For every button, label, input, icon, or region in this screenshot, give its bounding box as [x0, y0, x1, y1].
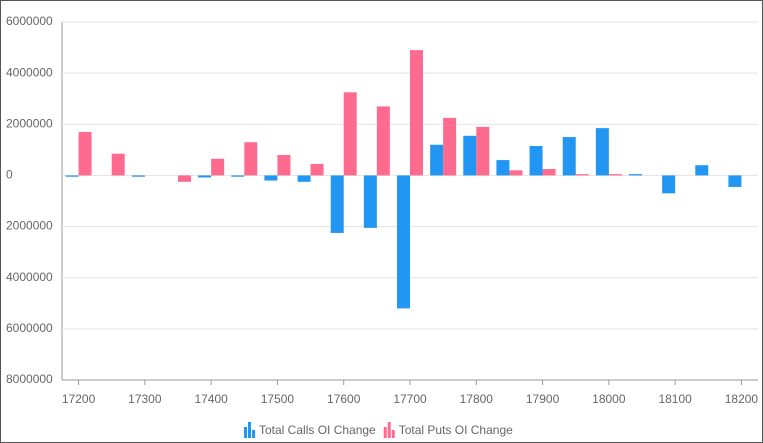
bar — [575, 174, 589, 176]
y-tick-label: 8000000 — [6, 372, 53, 386]
x-tick-label: 17200 — [62, 392, 96, 406]
bar — [509, 170, 523, 176]
bar — [430, 144, 444, 176]
bar — [277, 154, 291, 176]
bar — [65, 175, 79, 177]
legend-icon — [252, 430, 255, 438]
x-tick-label: 17500 — [261, 392, 295, 406]
bar — [363, 175, 377, 228]
bar — [608, 174, 622, 176]
legend-icon — [244, 427, 247, 438]
legend-icon — [387, 422, 391, 438]
bar — [476, 126, 490, 176]
y-tick-label: 2000000 — [6, 116, 53, 130]
bar — [562, 137, 576, 176]
bar — [343, 92, 357, 176]
bar — [595, 128, 609, 176]
bar — [728, 175, 742, 187]
bar — [231, 175, 245, 177]
x-tick-label: 18100 — [658, 392, 692, 406]
x-tick-label: 17300 — [128, 392, 162, 406]
bar — [111, 153, 125, 176]
x-tick-label: 17400 — [194, 392, 228, 406]
bar — [244, 142, 258, 176]
y-tick-label: 6000000 — [6, 14, 53, 28]
bar — [198, 175, 212, 178]
x-tick-label: 18000 — [592, 392, 626, 406]
bar — [463, 135, 477, 176]
bar — [695, 165, 709, 176]
bar — [397, 175, 410, 309]
legend-icon — [383, 427, 387, 438]
bar — [376, 106, 390, 176]
bar — [297, 175, 311, 182]
bar — [443, 117, 457, 176]
y-tick-label: 6000000 — [6, 321, 53, 335]
bar — [178, 175, 191, 182]
x-tick-label: 17700 — [393, 392, 427, 406]
legend-icon — [391, 430, 395, 438]
legend-label: Total Calls OI Change — [259, 423, 376, 437]
y-tick-label: 2000000 — [6, 219, 53, 233]
y-tick-label: 0 — [6, 168, 13, 182]
bar — [542, 169, 556, 176]
bar — [131, 175, 145, 177]
legend-label: Total Puts OI Change — [399, 423, 513, 437]
bar — [629, 174, 642, 176]
y-tick-label: 4000000 — [6, 65, 53, 79]
bar — [330, 175, 344, 233]
x-tick-label: 17800 — [460, 392, 494, 406]
bar — [310, 163, 324, 176]
bar — [264, 175, 278, 181]
x-tick-label: 18200 — [725, 392, 759, 406]
x-tick-label: 17600 — [327, 392, 361, 406]
bar — [78, 131, 92, 176]
bar — [529, 146, 543, 176]
legend-icon — [248, 422, 251, 438]
x-tick-label: 17900 — [526, 392, 560, 406]
bar — [410, 50, 423, 176]
y-tick-label: 4000000 — [6, 270, 53, 284]
bar — [496, 160, 510, 176]
bar — [662, 175, 676, 194]
bar — [211, 158, 225, 176]
